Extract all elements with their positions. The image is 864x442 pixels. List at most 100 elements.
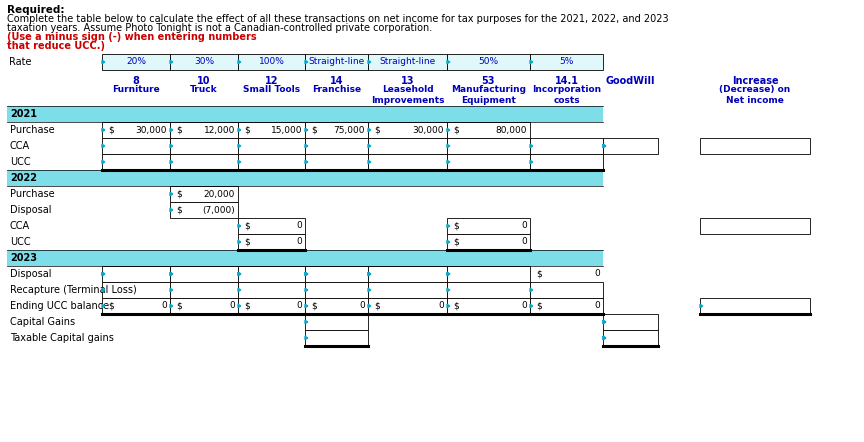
Text: $: $ [108,126,114,134]
Bar [170,266,238,282]
Text: 0: 0 [521,237,527,247]
Bar [7,170,603,186]
Text: 14: 14 [330,76,343,86]
Bar [530,154,603,170]
Polygon shape [238,288,241,292]
Polygon shape [530,144,533,148]
Polygon shape [170,272,173,276]
Bar [102,298,170,314]
Polygon shape [102,144,105,148]
Bar [305,298,368,314]
Bar [368,122,447,138]
Polygon shape [238,272,241,276]
Text: (Decrease) on
Net income: (Decrease) on Net income [720,85,791,105]
Text: Truck: Truck [190,85,218,94]
Bar [305,266,368,282]
Polygon shape [447,288,450,292]
Polygon shape [603,144,606,148]
Text: Incorporation
costs: Incorporation costs [532,85,601,105]
Bar [7,282,102,298]
Polygon shape [447,128,450,132]
Text: $: $ [536,270,542,278]
Bar [7,106,603,122]
Polygon shape [170,160,173,164]
Bar [7,122,102,138]
Bar [305,330,368,346]
Polygon shape [102,272,105,276]
Polygon shape [368,304,371,308]
Text: 0: 0 [594,270,600,278]
Bar [305,282,368,298]
Bar [102,138,170,154]
Bar [603,314,658,330]
Bar [7,314,102,330]
Polygon shape [368,160,371,164]
Bar [530,298,603,314]
Bar [170,282,238,298]
Bar [7,202,102,218]
Polygon shape [238,272,241,276]
Polygon shape [305,272,308,276]
Polygon shape [238,144,241,148]
Text: $: $ [453,221,459,230]
Text: 0: 0 [438,301,444,310]
Text: Straight-line: Straight-line [379,57,435,66]
Bar [447,54,530,70]
Polygon shape [305,336,308,340]
Text: Disposal: Disposal [10,205,52,215]
Bar [447,234,530,250]
Text: (Use a minus sign (-) when entering numbers: (Use a minus sign (-) when entering numb… [7,32,257,42]
Polygon shape [238,128,241,132]
Text: $: $ [244,126,250,134]
Polygon shape [238,240,241,244]
Bar [102,122,170,138]
Text: 15,000: 15,000 [270,126,302,134]
Bar [7,330,102,346]
Bar [7,218,102,234]
Bar [447,154,530,170]
Text: Straight-line: Straight-line [308,57,365,66]
Text: $: $ [374,301,380,310]
Polygon shape [305,160,308,164]
Bar [530,54,603,70]
Text: 30%: 30% [194,57,214,66]
Text: Taxable Capital gains: Taxable Capital gains [10,333,114,343]
Text: 0: 0 [296,221,302,230]
Text: CCA: CCA [10,141,30,151]
Polygon shape [447,272,450,276]
Polygon shape [102,304,105,308]
Polygon shape [447,304,450,308]
Bar [238,138,305,154]
Text: $: $ [453,301,459,310]
Bar [238,282,305,298]
Text: $: $ [453,237,459,247]
Text: 14.1: 14.1 [555,76,579,86]
Polygon shape [530,288,533,292]
Text: Increase: Increase [732,76,778,86]
Bar [238,298,305,314]
Bar [170,154,238,170]
Bar [368,266,447,282]
Polygon shape [102,272,105,276]
Bar [305,54,368,70]
Text: 10: 10 [197,76,211,86]
Bar [305,154,368,170]
Text: Capital Gains: Capital Gains [10,317,75,327]
Bar [7,234,102,250]
Bar [7,106,102,122]
Text: 0: 0 [521,301,527,310]
Text: Recapture (Terminal Loss): Recapture (Terminal Loss) [10,285,137,295]
Text: Required:: Required: [7,5,65,15]
Bar [7,154,102,170]
Text: Manufacturing
Equipment: Manufacturing Equipment [451,85,526,105]
Text: 30,000: 30,000 [136,126,167,134]
Polygon shape [170,288,173,292]
Text: that reduce UCC.): that reduce UCC.) [7,41,105,51]
Polygon shape [170,208,173,212]
Bar [170,54,238,70]
Bar [368,138,447,154]
Text: 8: 8 [132,76,139,86]
Polygon shape [603,336,606,340]
Polygon shape [170,272,173,276]
Bar [305,122,368,138]
